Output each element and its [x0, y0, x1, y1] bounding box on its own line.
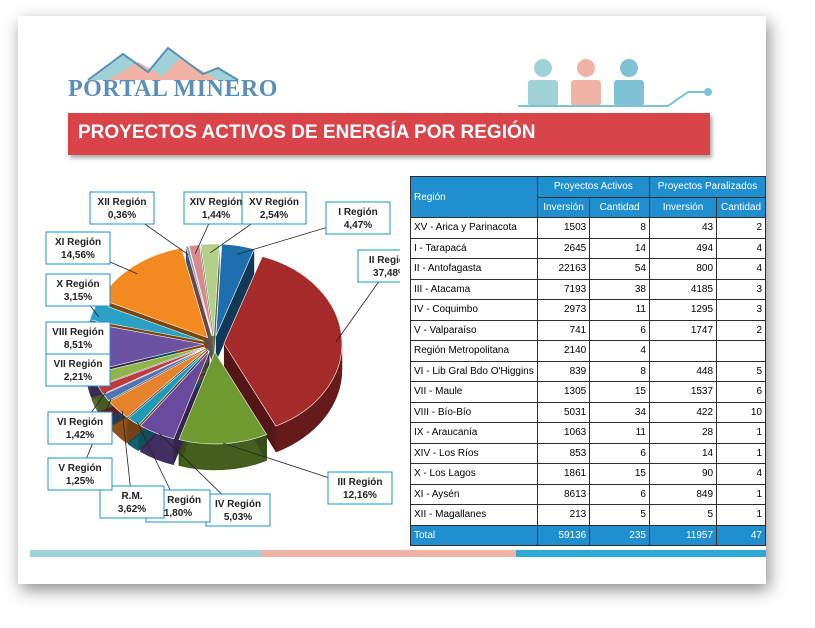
pie-label-value: 3,62% [118, 504, 146, 515]
pie-label-value: 14,56% [61, 250, 95, 261]
header-activos-cantidad: Cantidad [589, 196, 650, 218]
footer-stripe-teal [30, 550, 262, 557]
header-activos-inversion: Inversión [536, 196, 591, 218]
pie-label-value: 3,15% [64, 292, 92, 303]
pie-label-name: VI Región [57, 417, 103, 428]
pie-label-name: V Región [58, 463, 101, 474]
pie-label-value: 37,48% [373, 268, 400, 279]
table-total-row: Total 59136 235 11957 47 [410, 524, 766, 546]
pie-slice-wall [215, 249, 255, 363]
pie-label-name: I Región [338, 207, 377, 218]
pie-slice-v-regi-n [103, 348, 206, 402]
pie-slice-wall [223, 343, 276, 453]
pie-tops [85, 243, 343, 445]
mountain-logo-icon [87, 46, 239, 81]
pie-label-name: XIV Región [190, 197, 243, 208]
label-box [357, 249, 400, 283]
table-row: II - Antofagasta 22163 54 800 4 [410, 258, 766, 280]
table-row: XII - Magallanes 213 5 5 1 [410, 504, 766, 526]
table-row: VIII - Bío-Bío 5031 34 422 10 [410, 401, 766, 423]
table-row: VI - Lib Gral Bdo O'Higgins 839 8 448 5 [410, 360, 766, 382]
pie-label-name: IX Región [155, 495, 201, 506]
header-region: Región [410, 176, 538, 218]
table-row: X - Los Lagos 1861 15 90 4 [410, 463, 766, 485]
label-box [45, 231, 111, 265]
pie-slice-r-m- [109, 349, 207, 418]
pie-label-value: 5,03% [224, 512, 252, 523]
label-box [205, 493, 271, 527]
pie-slice-xii-regi-n [185, 245, 213, 337]
pie-label-name: X Región [56, 279, 99, 290]
label-box [45, 353, 111, 387]
pie-label-value: 2,54% [260, 210, 288, 221]
pie-label-value: 8,51% [64, 340, 92, 351]
pie-labels: I Región 4,47% II Región 37,48% III Región 12… [45, 191, 400, 527]
footer-stripe-salmon [262, 550, 516, 557]
pie-label-name: VII Región [54, 359, 103, 370]
label-box [45, 273, 111, 307]
pie-label-name: XII Región [98, 197, 147, 208]
label-box [47, 457, 113, 491]
table-row: III - Atacama 7193 38 4185 3 [410, 278, 766, 300]
label-box [241, 191, 307, 225]
pie-slice-ii-regi-n [223, 256, 343, 427]
pie-label-name: XI Región [55, 237, 101, 248]
label-box [45, 321, 111, 355]
header-paralizados: Proyectos Paralizados [648, 176, 767, 198]
table-row: IX - Araucanía 1063 11 28 1 [410, 422, 766, 444]
label-box [183, 191, 249, 225]
pie-label-value: 1,44% [202, 210, 230, 221]
pie-slice-wall [213, 244, 220, 363]
slide-card: PORTAL MINERO PROYECTOS ACTIVOS DE ENERG… [18, 16, 767, 584]
table-row: Región Metropolitana 2140 4 [410, 340, 766, 362]
pie-label-name: VIII Región [52, 327, 104, 338]
pie-label-name: IV Región [215, 499, 261, 510]
label-box [99, 485, 165, 519]
people-icon [518, 59, 712, 107]
table-row: VII - Maule 1305 15 1537 6 [410, 381, 766, 403]
pie-label-name: II Región [369, 255, 400, 266]
header-activos: Proyectos Activos [536, 176, 650, 198]
pie-label-value: 1,25% [66, 476, 94, 487]
pie-chart: I Región 4,47% II Región 37,48% III Región 12… [45, 191, 400, 527]
projects-table: Región Proyectos Activos Proyectos Paral… [410, 176, 767, 546]
pie-label-value: 0,36% [108, 210, 136, 221]
pie-slice-xv-regi-n [200, 243, 220, 337]
header-paralizados-inversion: Inversión [648, 196, 718, 218]
table-row: IV - Coquimbo 2973 11 1295 3 [410, 299, 766, 321]
pie-slice-vi-regi-n [97, 347, 206, 395]
title-banner: PROYECTOS ACTIVOS DE ENERGÍA POR REGIÓN [68, 113, 710, 155]
label-box [89, 191, 155, 225]
pie-slice-iv-regi-n [140, 350, 210, 440]
pie-label-value: 4,47% [344, 220, 372, 231]
portal-minero-logo: PORTAL MINERO [68, 42, 277, 102]
page-title: PROYECTOS ACTIVOS DE ENERGÍA POR REGIÓN [78, 122, 536, 143]
pie-label-value: 1,80% [164, 508, 192, 519]
table-row: XIV - Los Ríos 853 6 14 1 [410, 442, 766, 464]
pie-label-name: XV Región [249, 197, 299, 208]
pie-slice-iii-regi-n [178, 351, 268, 445]
table-row: V - Valparaíso 741 6 1747 2 [410, 319, 766, 341]
footer-stripe-blue [516, 550, 766, 557]
label-box [327, 471, 393, 505]
table-row: I - Tarapacá 2645 14 494 4 [410, 237, 766, 259]
table-row: XI - Aysén 8613 6 849 1 [410, 483, 766, 505]
pie-label-name: III Región [338, 477, 383, 488]
logo-text: PORTAL MINERO [68, 76, 278, 102]
table-row: XV - Arica y Parinacota 1503 8 43 2 [410, 217, 766, 239]
pie-label-value: 2,21% [64, 372, 92, 383]
pie-label-value: 12,16% [343, 490, 377, 501]
pie-label-value: 1,42% [66, 430, 94, 441]
label-box [47, 411, 113, 445]
header-paralizados-cantidad: Cantidad [716, 196, 766, 218]
label-box [325, 201, 391, 235]
pie-label-name: R.M. [121, 491, 142, 502]
